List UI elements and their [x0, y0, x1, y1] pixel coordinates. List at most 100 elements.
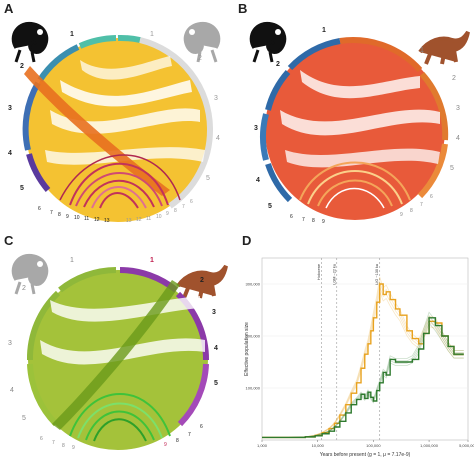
series-bootstrap-line [262, 276, 464, 438]
chameleon-black-icon-b [249, 21, 287, 63]
svg-text:7: 7 [188, 432, 191, 438]
a-label-3: 3 [8, 105, 12, 112]
svg-text:6: 6 [40, 436, 43, 442]
series-bootstrap-line [262, 315, 464, 438]
svg-text:5: 5 [450, 165, 454, 172]
svg-text:1: 1 [150, 257, 154, 264]
chameleon-black-icon [11, 21, 49, 63]
x-tick-label: 1,000,000 [420, 443, 439, 448]
panel-label-b: B [238, 1, 247, 16]
y-gridlines [262, 283, 468, 389]
annotation-label: LGM ~22 ka [332, 263, 336, 285]
svg-text:4: 4 [214, 345, 218, 352]
svg-text:9: 9 [400, 212, 403, 218]
x-tick-label: 1,000 [257, 443, 268, 448]
circos-panel-b: 1 1 2 2 3 3 4 4 5 5 6 7 8 9 9 8 7 6 [249, 21, 470, 225]
svg-text:11: 11 [146, 216, 151, 222]
svg-text:12: 12 [94, 217, 100, 223]
svg-text:9: 9 [166, 211, 169, 217]
svg-text:4: 4 [256, 177, 260, 184]
svg-text:10: 10 [156, 214, 162, 220]
a-bottom-labels: 6 7 8 9 10 11 12 13 13 12 11 10 9 8 7 6 [38, 199, 193, 224]
y-axis-label: Effective population size [244, 322, 250, 376]
svg-text:3: 3 [456, 105, 460, 112]
svg-text:2: 2 [200, 277, 204, 284]
svg-text:6: 6 [290, 214, 293, 220]
c-labels: 1 1 2 2 3 3 4 4 5 5 [8, 257, 218, 422]
psmc-chart: Holocene LGM ~22 ka LIG ~130 ka 1,000 10,00… [244, 257, 474, 458]
svg-text:1: 1 [420, 47, 424, 54]
svg-text:3: 3 [254, 125, 258, 132]
svg-text:2: 2 [276, 61, 280, 68]
svg-text:9: 9 [164, 442, 167, 448]
svg-text:8: 8 [312, 218, 315, 224]
svg-text:9: 9 [322, 219, 325, 225]
svg-text:7: 7 [420, 202, 423, 208]
b-labels: 1 1 2 2 3 3 4 4 5 5 [254, 27, 460, 210]
plot-frame [261, 257, 469, 441]
panel-label-d: D [242, 233, 251, 248]
annotation-label: LIG ~130 ka [375, 263, 379, 285]
iguana-icon-c [176, 264, 228, 299]
svg-text:7: 7 [52, 440, 55, 446]
y-ticks: 100,000 200,000 300,000 [246, 282, 261, 391]
a-label-4: 4 [8, 150, 12, 157]
a-label-5: 5 [20, 185, 24, 192]
svg-text:6: 6 [430, 194, 433, 200]
svg-text:1: 1 [322, 27, 326, 34]
svg-text:9: 9 [72, 445, 75, 451]
svg-text:6: 6 [190, 199, 193, 205]
series-bootstrap-line [262, 318, 464, 438]
svg-text:5: 5 [214, 380, 218, 387]
a-label-3r: 3 [214, 95, 218, 102]
svg-text:4: 4 [10, 387, 14, 394]
b-bottom-labels: 6 7 8 9 9 8 7 6 [290, 194, 433, 225]
circos-panel-c: 1 1 2 2 3 3 4 4 5 5 6 7 8 9 9 8 7 6 [8, 253, 228, 451]
a-label-1r: 1 [150, 31, 154, 38]
svg-text:5: 5 [22, 415, 26, 422]
svg-text:1: 1 [70, 257, 74, 264]
series-bootstrap-line [262, 290, 464, 438]
svg-text:5: 5 [268, 203, 272, 210]
svg-text:13: 13 [126, 218, 132, 224]
chameleon-grey-icon-c [11, 253, 49, 295]
series-bootstrap-line [262, 322, 464, 438]
panel-label-a: A [4, 1, 14, 16]
svg-text:8: 8 [58, 212, 61, 218]
chameleon-grey-icon [183, 21, 221, 63]
svg-text:3: 3 [212, 309, 216, 316]
series-bootstrap-line [262, 281, 464, 438]
svg-text:10: 10 [74, 215, 80, 221]
svg-text:7: 7 [182, 204, 185, 210]
annotation-label: Holocene [317, 264, 321, 280]
series-bootstrap-line [262, 311, 464, 438]
svg-text:2: 2 [22, 285, 26, 292]
a-label-1: 1 [70, 31, 74, 38]
svg-text:11: 11 [84, 216, 89, 222]
svg-text:3: 3 [8, 340, 12, 347]
iguana-icon-b [418, 30, 470, 65]
circos-panel-a: 1 1 2 2 3 3 4 4 5 5 6 7 8 9 10 11 12 13 … [8, 21, 221, 224]
x-ticks: 1,000 10,000 100,000 1,000,000 5,000,000 [257, 440, 474, 448]
a-label-2r: 2 [198, 55, 202, 62]
y-tick-label: 100,000 [246, 386, 261, 391]
series-bootstrap-line [262, 286, 464, 438]
svg-text:8: 8 [176, 438, 179, 444]
svg-text:2: 2 [452, 75, 456, 82]
svg-text:6: 6 [200, 424, 203, 430]
panel-label-c: C [4, 233, 14, 248]
svg-text:6: 6 [38, 206, 41, 212]
svg-text:13: 13 [104, 218, 110, 224]
y-tick-label: 200,000 [246, 334, 261, 339]
a-label-4r: 4 [216, 135, 220, 142]
y-tick-label: 300,000 [246, 282, 261, 287]
svg-text:8: 8 [62, 443, 65, 449]
c-bottom-labels: 6 7 8 9 9 8 7 6 [40, 424, 203, 451]
svg-text:8: 8 [410, 208, 413, 214]
svg-text:7: 7 [50, 210, 53, 216]
x-tick-label: 5,000,000 [459, 443, 474, 448]
series-line-1 [262, 317, 464, 439]
svg-text:7: 7 [302, 217, 305, 223]
svg-text:4: 4 [456, 135, 460, 142]
